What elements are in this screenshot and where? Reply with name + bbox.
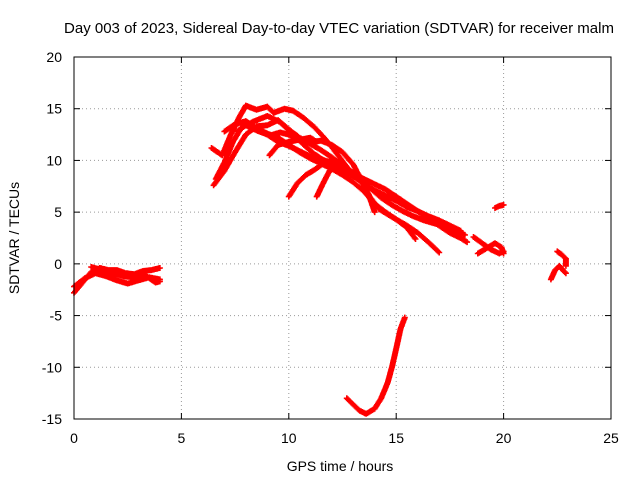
x-tick-label: 20 [496, 430, 512, 446]
x-axis-label: GPS time / hours [287, 458, 394, 474]
sdtvar-chart: Day 003 of 2023, Sidereal Day-to-day VTE… [0, 0, 640, 480]
y-tick-label: 20 [46, 49, 62, 65]
plus-markers [492, 202, 507, 211]
y-tick-label: 10 [46, 152, 62, 168]
y-tick-label: -15 [42, 411, 62, 427]
series-arc-7 [221, 118, 442, 255]
x-tick-label: 10 [281, 430, 297, 446]
y-axis-label: SDTVAR / TECUs [6, 182, 22, 294]
x-tick-label: 0 [70, 430, 78, 446]
data-points [71, 103, 569, 417]
plus-markers [221, 118, 442, 255]
y-tick-label: -10 [42, 359, 62, 375]
y-tick-label: 15 [46, 101, 62, 117]
chart-title: Day 003 of 2023, Sidereal Day-to-day VTE… [64, 20, 614, 37]
plus-markers [211, 117, 471, 245]
x-tick-label: 5 [178, 430, 186, 446]
y-tick-label: 5 [54, 204, 62, 220]
plot-frame [74, 57, 611, 419]
y-tick-label: 0 [54, 256, 62, 272]
grid-lines [74, 57, 611, 419]
plus-markers [344, 315, 408, 417]
x-tick-label: 15 [388, 430, 404, 446]
series-arc-18 [344, 315, 408, 417]
series-arc-6 [211, 117, 471, 245]
y-tick-label: -5 [50, 308, 63, 324]
series-arc-15 [492, 202, 507, 211]
x-tick-label: 25 [603, 430, 619, 446]
